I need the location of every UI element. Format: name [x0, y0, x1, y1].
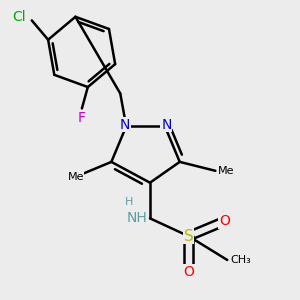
Text: Cl: Cl — [12, 11, 26, 24]
Text: Me: Me — [218, 166, 235, 176]
Text: CH₃: CH₃ — [230, 255, 251, 265]
Text: Me: Me — [68, 172, 84, 182]
Text: F: F — [78, 111, 86, 125]
Text: O: O — [219, 214, 230, 228]
Text: NH: NH — [126, 212, 147, 225]
Text: H: H — [125, 197, 134, 207]
Text: S: S — [184, 229, 194, 244]
Text: N: N — [161, 118, 172, 132]
Text: N: N — [119, 118, 130, 132]
Text: O: O — [183, 265, 194, 279]
